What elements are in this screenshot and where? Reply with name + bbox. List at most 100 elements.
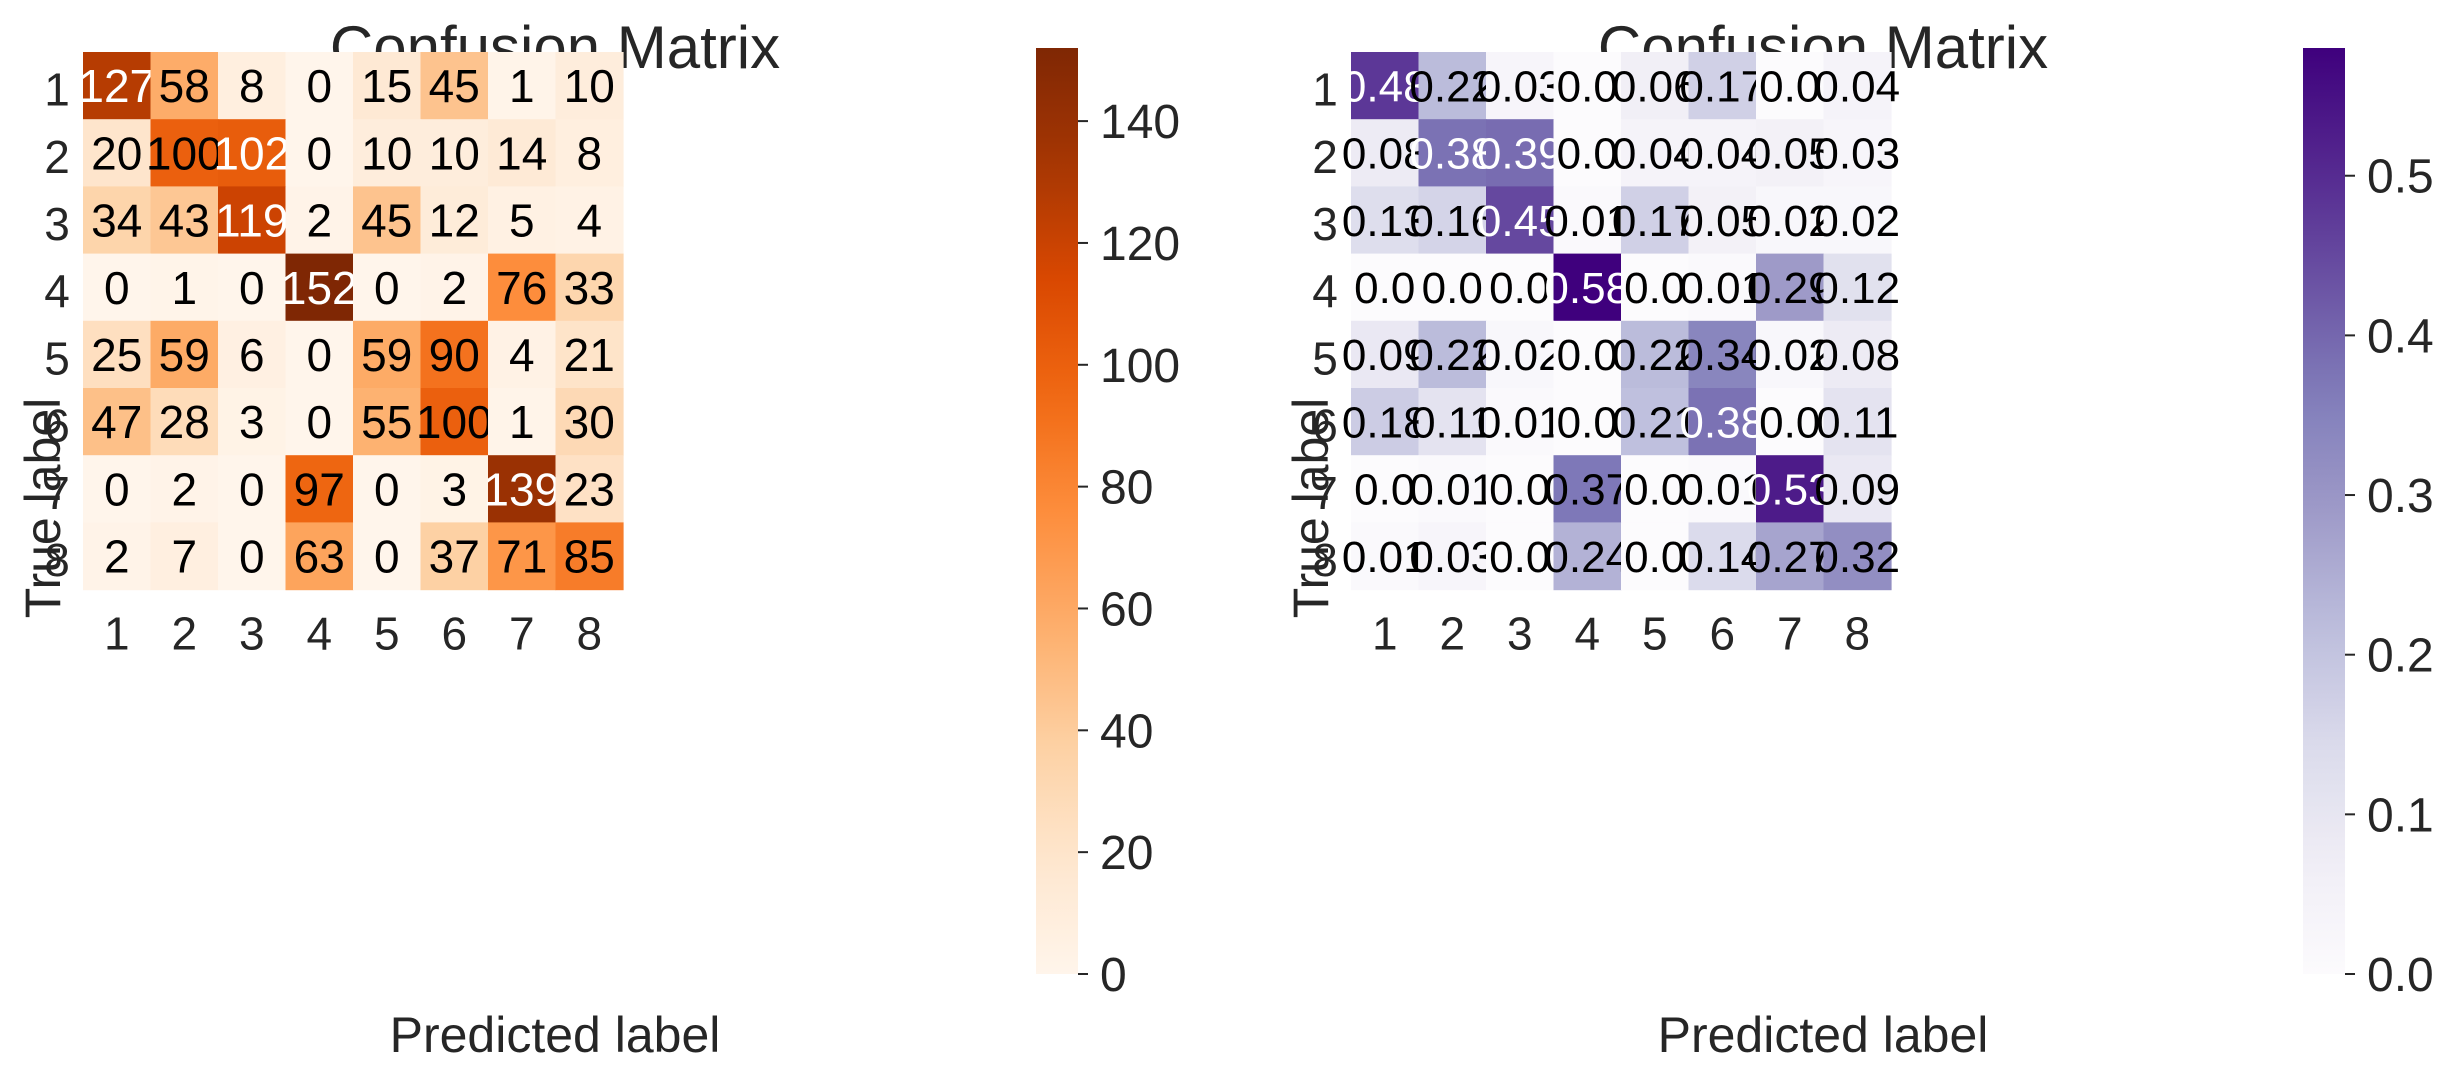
heatmap-cell — [83, 253, 152, 322]
cell-value-label: 0.27 — [1747, 533, 1833, 582]
heatmap-cell — [353, 320, 422, 389]
heatmap-cell — [555, 455, 624, 523]
heatmap-cell — [1418, 186, 1487, 255]
cell-value-label: 37 — [429, 531, 480, 583]
x-tick-label: 3 — [239, 608, 265, 660]
heatmap-cell — [1823, 388, 1892, 456]
heatmap-cell — [1351, 186, 1420, 255]
colorbar-tick-label: 0 — [1100, 949, 1127, 1002]
cell-value-label: 0 — [239, 463, 265, 515]
heatmap-cell — [83, 119, 152, 187]
heatmap-cell — [1756, 119, 1825, 187]
cell-value-label: 23 — [564, 463, 615, 515]
heatmap-cell — [488, 52, 557, 120]
heatmap-cell — [1486, 522, 1555, 591]
heatmap-cell — [353, 388, 422, 456]
heatmap-cell — [1351, 119, 1420, 187]
heatmap-cell — [1756, 522, 1825, 591]
heatmap-cell — [1756, 320, 1825, 389]
heatmap-cell — [555, 52, 624, 120]
cell-value-label: 0.02 — [1747, 197, 1833, 246]
heatmap-cell — [353, 119, 422, 187]
heatmap-cell — [420, 388, 489, 456]
cell-value-label: 12 — [429, 195, 480, 247]
cell-value-label: 0.05 — [1679, 197, 1765, 246]
cell-value-label: 28 — [159, 396, 210, 448]
cell-value-label: 0.0 — [1489, 466, 1550, 515]
heatmap-cell — [1553, 52, 1622, 120]
heatmap-cell — [83, 320, 152, 389]
heatmap-cell — [1823, 52, 1892, 120]
heatmap-cell — [555, 253, 624, 322]
colorbar-tick-label: 0.4 — [2367, 310, 2434, 363]
cell-value-label: 0.0 — [1354, 466, 1415, 515]
cell-value-label: 45 — [429, 60, 480, 112]
y-tick-label: 8 — [44, 534, 70, 586]
heatmap-cell — [218, 522, 287, 591]
cell-value-label: 6 — [239, 329, 265, 381]
cell-value-label: 0.37 — [1544, 466, 1630, 515]
cell-value-label: 0.13 — [1342, 197, 1428, 246]
cell-value-label: 0.04 — [1612, 130, 1698, 179]
cell-value-label: 0.14 — [1679, 533, 1765, 582]
heatmap-cell — [285, 320, 354, 389]
heatmap-cell — [1486, 320, 1555, 389]
cell-value-label: 90 — [429, 329, 480, 381]
heatmap-cells: 0.480.220.030.00.060.170.00.040.080.380.… — [1342, 52, 1900, 591]
cell-value-label: 0.05 — [1747, 130, 1833, 179]
cell-value-label: 0.45 — [1477, 197, 1563, 246]
cell-value-label: 100 — [416, 396, 493, 448]
heatmap-cell — [353, 186, 422, 255]
cell-value-label: 0.03 — [1409, 533, 1495, 582]
cell-value-label: 0.02 — [1477, 331, 1563, 380]
y-tick-label: 1 — [1312, 64, 1338, 116]
cell-value-label: 1 — [509, 396, 535, 448]
y-tick-label: 4 — [44, 265, 70, 317]
heatmap-cell — [1553, 186, 1622, 255]
cell-value-label: 100 — [146, 127, 223, 179]
cell-value-label: 0 — [374, 463, 400, 515]
heatmap-cell — [1418, 522, 1487, 591]
cell-value-label: 0.0 — [1489, 264, 1550, 313]
cell-value-label: 76 — [496, 262, 547, 314]
heatmap-cell — [1823, 186, 1892, 255]
cell-value-label: 0.39 — [1477, 130, 1563, 179]
colorbar-tick-label: 0.3 — [2367, 470, 2434, 523]
heatmap-cell — [555, 320, 624, 389]
cell-value-label: 0.0 — [1624, 466, 1685, 515]
heatmap-cell — [1688, 186, 1757, 255]
heatmap-cell — [150, 52, 219, 120]
cell-value-label: 20 — [91, 127, 142, 179]
y-tick-label: 6 — [44, 400, 70, 452]
heatmap-cell — [1486, 388, 1555, 456]
heatmap-cell — [555, 119, 624, 187]
heatmap-cell — [1418, 320, 1487, 389]
heatmap-cell — [555, 388, 624, 456]
heatmap-cell — [1823, 522, 1892, 591]
cell-value-label: 2 — [171, 463, 197, 515]
heatmap-cell — [353, 522, 422, 591]
heatmap-cell — [285, 253, 354, 322]
cell-value-label: 47 — [91, 396, 142, 448]
heatmap-cell — [1486, 455, 1555, 523]
cell-value-label: 59 — [159, 329, 210, 381]
cell-value-label: 0.0 — [1759, 398, 1820, 447]
cell-value-label: 0.38 — [1409, 130, 1495, 179]
cell-value-label: 0 — [306, 329, 332, 381]
heatmap-cell — [1351, 522, 1420, 591]
cell-value-label: 55 — [361, 396, 412, 448]
heatmap-cell — [1553, 119, 1622, 187]
heatmap-cell — [353, 455, 422, 523]
heatmap-cell — [150, 522, 219, 591]
heatmap-cell — [1823, 119, 1892, 187]
cell-value-label: 45 — [361, 195, 412, 247]
heatmap-cell — [1621, 320, 1690, 389]
x-tick-label: 1 — [104, 608, 130, 660]
cell-value-label: 0.06 — [1612, 62, 1698, 111]
cell-value-label: 43 — [159, 195, 210, 247]
heatmap-cell — [488, 119, 557, 187]
heatmap-cell — [1688, 253, 1757, 322]
x-tick-label: 4 — [306, 608, 332, 660]
heatmap-cell — [285, 186, 354, 255]
